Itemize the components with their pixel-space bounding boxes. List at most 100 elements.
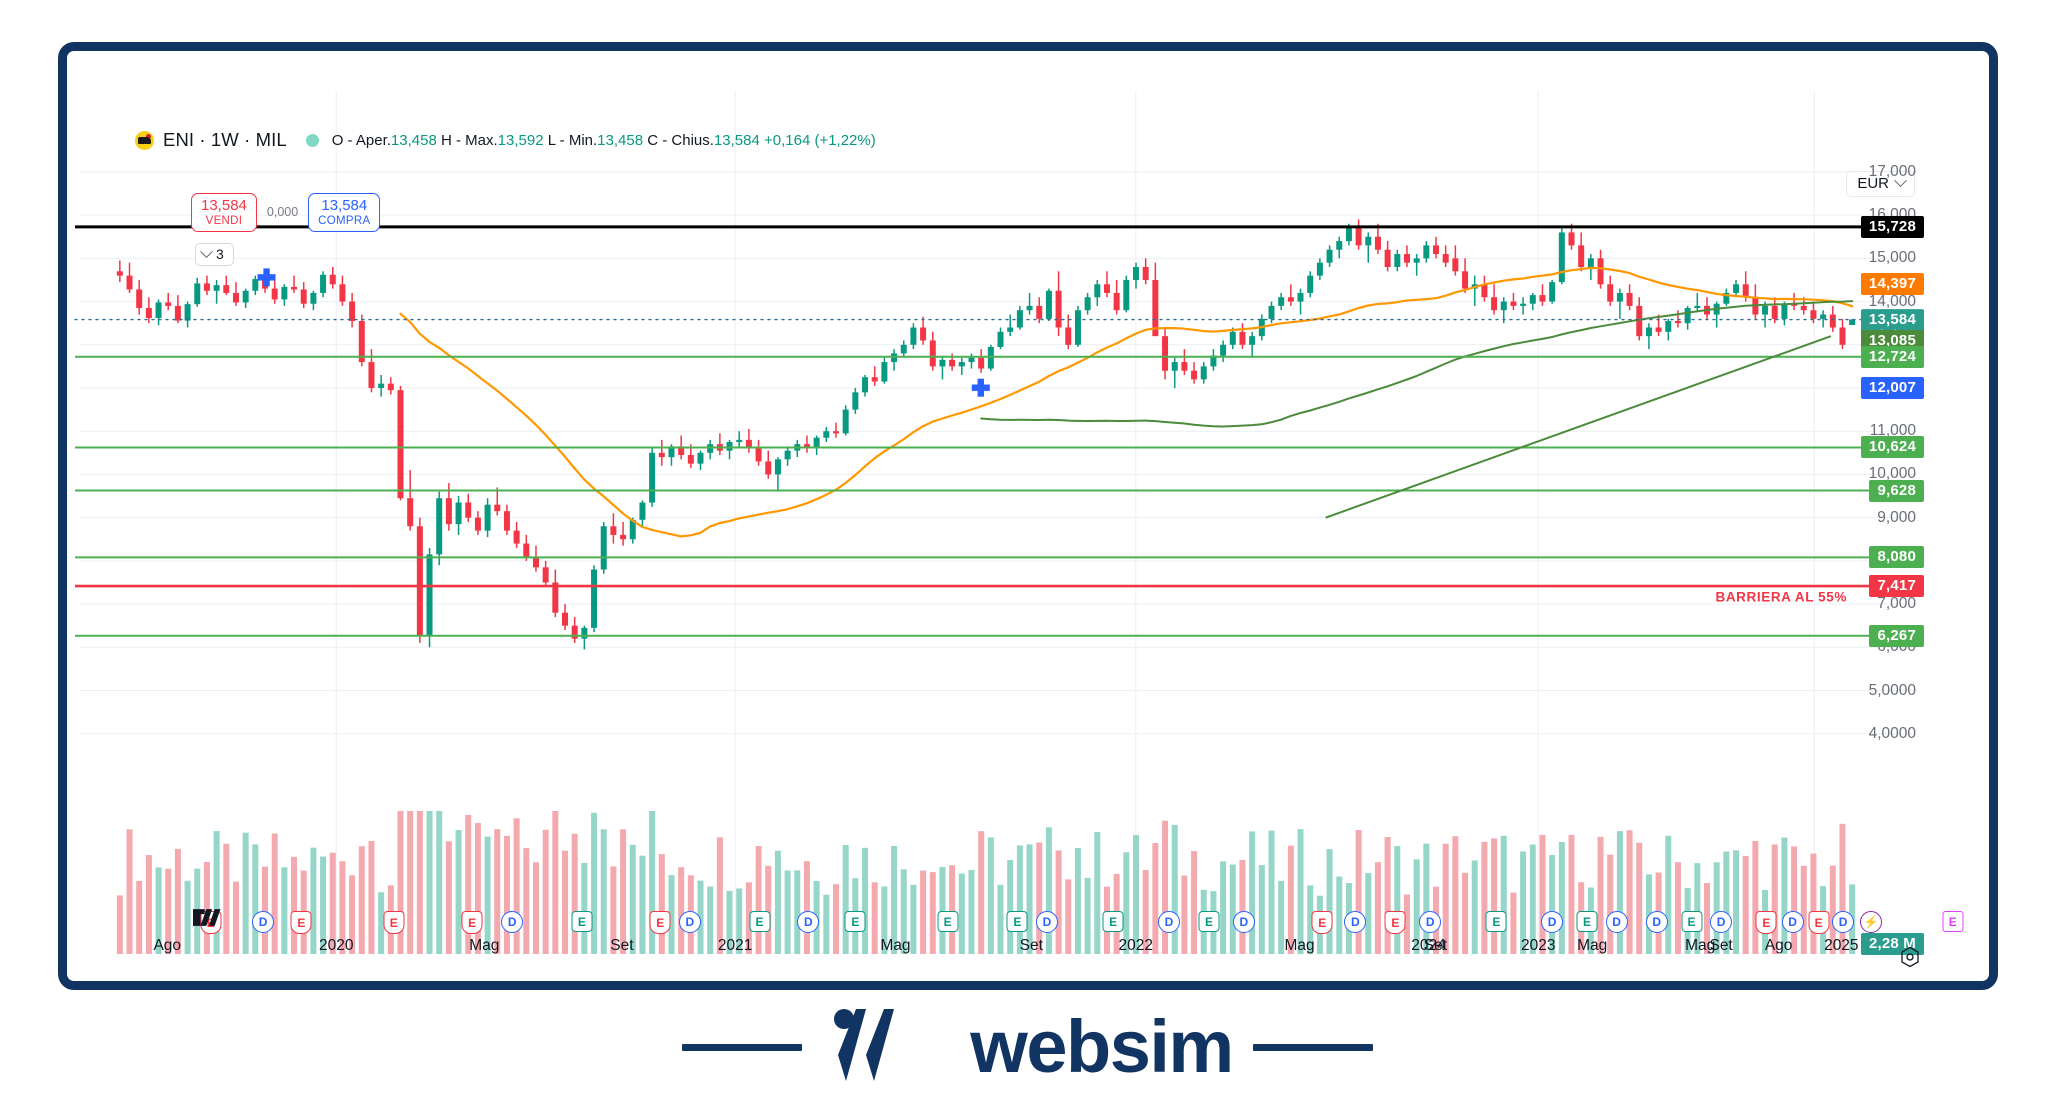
symbol-title[interactable]: ENI · 1W · MIL bbox=[163, 129, 287, 150]
level-8080-badge[interactable]: 8,080 bbox=[1869, 546, 1924, 569]
earnings-marker[interactable]: E bbox=[1311, 911, 1333, 934]
chart-legend: ENI · 1W · MIL O - Aper.13,458 H - Max.1… bbox=[135, 129, 876, 151]
level-6267-badge[interactable]: 6,267 bbox=[1869, 624, 1924, 647]
high-value: 13,592 bbox=[497, 131, 544, 149]
chart-canvas[interactable] bbox=[67, 51, 1989, 981]
earnings-marker[interactable]: E bbox=[1384, 911, 1406, 934]
quantity-selector[interactable]: 3 bbox=[195, 243, 234, 266]
earnings-marker[interactable]: E bbox=[1485, 911, 1507, 932]
time-tick-mag: Mag bbox=[1685, 937, 1716, 954]
footer-rule-right bbox=[1252, 1043, 1373, 1051]
price-tick-50000: 5,0000 bbox=[1868, 681, 1916, 699]
split-marker[interactable]: ⚡ bbox=[1859, 911, 1882, 933]
barrier-badge[interactable]: 7,417 bbox=[1869, 575, 1924, 598]
price-tick-15000: 15,000 bbox=[1868, 249, 1916, 267]
currency-label: EUR bbox=[1857, 175, 1889, 192]
websim-footer: websim bbox=[0, 992, 2055, 1102]
open-label: O - Aper. bbox=[331, 131, 391, 149]
dividend-marker[interactable]: D bbox=[1832, 911, 1855, 933]
dividend-marker[interactable]: D bbox=[1541, 911, 1564, 933]
time-tick-set: Set bbox=[1019, 937, 1043, 954]
time-axis[interactable]: Ago 2020 Mag Set 2021 Mag Set 2022 Mag Set 2023 Mag… bbox=[67, 937, 1989, 971]
price-tick-11000: 11,000 bbox=[1869, 422, 1916, 440]
earnings-marker[interactable]: E bbox=[1576, 911, 1598, 932]
time-tick-2025: 2025 bbox=[1824, 937, 1859, 954]
chart-frame: ENI · 1W · MIL O - Aper.13,458 H - Max.1… bbox=[58, 42, 1998, 990]
dividend-marker[interactable]: D bbox=[1419, 911, 1442, 933]
time-tick-ago: Ago bbox=[1764, 937, 1793, 954]
earnings-marker[interactable]: E bbox=[649, 911, 671, 934]
level-12724-badge[interactable]: 12,724 bbox=[1860, 345, 1924, 368]
earnings-marker[interactable]: E bbox=[461, 911, 483, 934]
dividend-marker[interactable]: D bbox=[1232, 911, 1255, 933]
buy-button[interactable]: 13,584 COMPRA bbox=[308, 193, 381, 232]
time-tick-2023: 2023 bbox=[1520, 937, 1556, 954]
open-value: 13,458 bbox=[390, 131, 437, 149]
change-percent: (+1,22%) bbox=[814, 131, 876, 149]
price-axis[interactable]: 17,00016,00015,00014,00013,00012,00011,0… bbox=[1860, 60, 1980, 972]
currency-selector[interactable]: EUR bbox=[1846, 171, 1915, 197]
time-tick-set: Set bbox=[1709, 937, 1733, 954]
dividend-marker[interactable]: D bbox=[1710, 911, 1733, 933]
earnings-marker[interactable]: E bbox=[937, 911, 959, 932]
dividend-marker[interactable]: D bbox=[1344, 911, 1367, 933]
dividend-marker[interactable]: D bbox=[1605, 911, 1628, 933]
sell-price: 13,584 bbox=[201, 197, 247, 214]
price-tick-17000: 17,000 bbox=[1868, 162, 1916, 180]
time-tick-set: Set bbox=[610, 937, 634, 954]
time-tick-mag: Mag bbox=[880, 937, 911, 954]
earnings-marker[interactable]: E bbox=[383, 911, 405, 934]
dividend-marker[interactable]: D bbox=[252, 911, 275, 933]
earnings-marker[interactable]: E bbox=[1006, 911, 1028, 932]
earnings-marker[interactable]: E bbox=[1198, 911, 1220, 932]
dividend-marker[interactable]: D bbox=[678, 911, 701, 933]
earnings-marker[interactable]: E bbox=[1102, 911, 1124, 932]
spread-value: 0,000 bbox=[266, 205, 299, 220]
dividend-marker[interactable]: D bbox=[501, 911, 524, 933]
earnings-marker-upcoming[interactable]: E bbox=[1942, 911, 1964, 932]
time-tick-set: Set bbox=[1423, 937, 1448, 954]
time-tick-ago: Ago bbox=[153, 937, 182, 954]
quantity-value: 3 bbox=[216, 246, 224, 262]
price-tick-10000: 10,000 bbox=[1868, 465, 1916, 483]
time-tick-2020: 2020 bbox=[318, 937, 354, 954]
barrier-annotation-label: BARRIERA AL 55% bbox=[1715, 589, 1847, 605]
settings-gear-icon[interactable] bbox=[1898, 945, 1922, 969]
earnings-marker[interactable]: E bbox=[1681, 911, 1702, 932]
market-status-dot bbox=[305, 133, 319, 147]
chart-plot[interactable] bbox=[67, 51, 1989, 981]
level-12007-badge[interactable]: 12,007 bbox=[1860, 376, 1924, 399]
level-9628-badge[interactable]: 9,628 bbox=[1869, 479, 1924, 502]
dividend-marker[interactable]: D bbox=[1781, 911, 1804, 933]
dividend-marker[interactable]: D bbox=[1035, 911, 1058, 933]
tradingview-logo-icon[interactable] bbox=[193, 909, 223, 931]
price-tick-7000: 7,000 bbox=[1877, 595, 1916, 613]
time-tick-mag: Mag bbox=[1284, 937, 1315, 954]
time-tick-2022: 2022 bbox=[1118, 937, 1154, 954]
earnings-marker[interactable]: E bbox=[1808, 911, 1830, 934]
earnings-marker[interactable]: E bbox=[290, 911, 312, 934]
event-marker-row[interactable]: EDEEEDEEDEDEEEDEDEDEDEDEDEDDEDEDED⚡E bbox=[67, 911, 1989, 937]
price-tick-9000: 9,000 bbox=[1877, 508, 1916, 526]
earnings-marker[interactable]: E bbox=[844, 911, 866, 932]
sell-button[interactable]: 13,584 VENDI bbox=[191, 193, 257, 232]
level-10624-badge[interactable]: 10,624 bbox=[1860, 436, 1924, 459]
earnings-marker[interactable]: E bbox=[1755, 911, 1777, 934]
dividend-marker[interactable]: D bbox=[1157, 911, 1180, 933]
buy-price: 13,584 bbox=[321, 197, 368, 214]
low-value: 13,458 bbox=[597, 131, 644, 149]
earnings-marker[interactable]: E bbox=[749, 911, 771, 932]
websim-slashes-icon bbox=[834, 1009, 895, 1081]
buy-label: COMPRA bbox=[318, 214, 371, 227]
earnings-marker[interactable]: E bbox=[571, 911, 593, 932]
dividend-marker[interactable]: D bbox=[797, 911, 820, 933]
time-tick-mag: Mag bbox=[469, 937, 500, 954]
dividend-marker[interactable]: D bbox=[1645, 911, 1668, 933]
low-label: L - Min. bbox=[547, 131, 598, 149]
ma-fast-badge[interactable]: 14,397 bbox=[1860, 273, 1924, 296]
resistance-badge[interactable]: 15,728 bbox=[1860, 215, 1924, 238]
high-label: H - Max. bbox=[440, 131, 498, 149]
volume-badge[interactable]: 2,28 M bbox=[1860, 933, 1924, 955]
price-tick-40000: 4,0000 bbox=[1868, 724, 1916, 742]
